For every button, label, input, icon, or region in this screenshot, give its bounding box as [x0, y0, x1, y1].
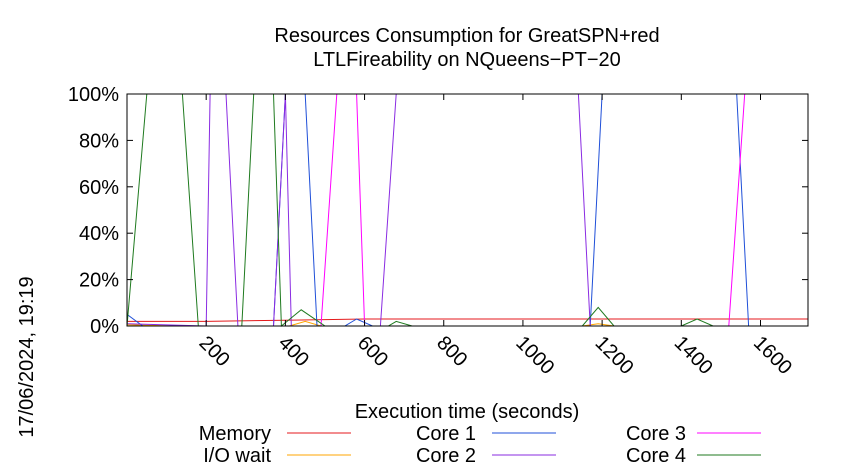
legend-label-i-o-wait: I/O wait — [203, 445, 271, 467]
chart-title-line-1: Resources Consumption for GreatSPN+red — [274, 25, 659, 47]
y-tick-label: 20% — [79, 270, 119, 292]
y-axis: 0% 20% 40% 60% 80% 100% — [68, 84, 808, 338]
y-tick-label: 0% — [90, 316, 119, 338]
y-tick-label: 80% — [79, 130, 119, 152]
legend-label-core-1: Core 1 — [416, 423, 476, 445]
timestamp-label: 17/06/2024, 19:19 — [16, 276, 38, 437]
plot-frame — [126, 93, 809, 327]
y-tick-label: 100% — [68, 84, 119, 106]
chart-title-line-2: LTLFireability on NQueens−PT−20 — [313, 49, 621, 71]
legend-label-core-4: Core 4 — [626, 445, 686, 467]
legend-label-memory: Memory — [199, 423, 271, 445]
legend-label-core-3: Core 3 — [626, 423, 686, 445]
x-axis-label: Execution time (seconds) — [355, 401, 580, 423]
series-line-core-3 — [127, 93, 808, 327]
series-line-memory — [127, 318, 808, 322]
y-tick-label: 60% — [79, 177, 119, 199]
y-tick-label: 40% — [79, 223, 119, 245]
legend-label-core-2: Core 2 — [416, 445, 476, 467]
